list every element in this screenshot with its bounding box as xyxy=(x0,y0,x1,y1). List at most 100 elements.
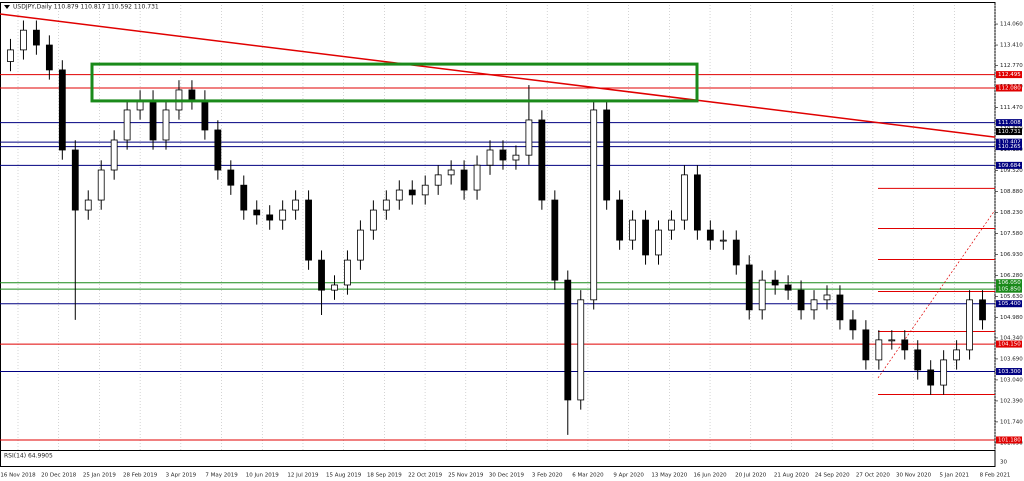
candle-body xyxy=(7,49,14,62)
level-label: 106.050 xyxy=(998,280,1021,286)
y-tick-label: 113.410 xyxy=(1000,43,1023,49)
x-tick-label: 16 Nov 2018 xyxy=(0,473,36,479)
x-tick-label: 24 Sep 2020 xyxy=(815,473,850,479)
candle-body xyxy=(201,99,209,131)
candle-body xyxy=(914,349,922,371)
candle-body xyxy=(162,109,170,141)
level-label: 112.495 xyxy=(998,72,1021,78)
candle-body xyxy=(110,139,118,171)
y-tick-label: 107.580 xyxy=(1000,231,1023,237)
rsi-label: RSI(14) 64.9905 xyxy=(4,453,53,460)
candle-body xyxy=(149,99,157,141)
candle-body xyxy=(732,239,740,266)
level-label-box xyxy=(996,436,1022,444)
candle-body xyxy=(836,294,844,321)
candle-body xyxy=(357,229,364,261)
x-tick-label: 13 May 2020 xyxy=(651,473,687,479)
y-tick-label: 106.280 xyxy=(1000,273,1023,279)
candle-body xyxy=(227,169,235,186)
level-label: 110.402 xyxy=(998,140,1021,146)
level-label: 112.080 xyxy=(998,85,1021,91)
candle-body xyxy=(927,369,935,386)
x-tick-label: 10 Jun 2019 xyxy=(246,473,280,479)
candle-body xyxy=(538,119,546,201)
x-tick-label: 25 Jan 2019 xyxy=(83,473,116,479)
candle-body xyxy=(331,284,338,291)
x-tick-label: 25 Nov 2019 xyxy=(448,473,484,479)
candle-body xyxy=(253,209,261,216)
level-label-box xyxy=(996,143,1022,151)
candle-body xyxy=(292,199,300,211)
y-tick-label: 106.930 xyxy=(1000,252,1023,258)
level-label-box xyxy=(996,119,1022,127)
candle-body xyxy=(71,149,79,211)
candle-body xyxy=(979,299,986,321)
level-label: 104.150 xyxy=(998,342,1021,348)
x-tick-label: 16 Jun 2020 xyxy=(693,473,727,479)
candle-body xyxy=(408,189,416,196)
candle-body xyxy=(214,129,222,171)
level-label-box xyxy=(996,300,1022,308)
candle-body xyxy=(421,184,429,196)
y-tick-label: 104.980 xyxy=(1000,315,1023,321)
candle-body xyxy=(629,219,636,241)
x-tick-label: 7 May 2019 xyxy=(205,473,238,479)
level-label-box xyxy=(996,71,1022,79)
candle-body xyxy=(473,164,481,191)
level-label: 105.850 xyxy=(998,287,1021,293)
y-tick-label: 114.060 xyxy=(1000,22,1023,28)
candle-body xyxy=(849,319,857,331)
y-tick-label: 112.770 xyxy=(1000,63,1023,69)
x-tick-label: 12 Jul 2019 xyxy=(287,473,319,479)
y-tick-label: 109.520 xyxy=(1000,168,1023,174)
y-tick-label: 101.740 xyxy=(1000,419,1023,425)
candle-body xyxy=(564,279,572,401)
candle-body xyxy=(382,199,390,211)
candle-body xyxy=(84,199,92,211)
level-label-box xyxy=(996,368,1022,376)
candle-body xyxy=(966,299,973,351)
candle-body xyxy=(953,349,960,361)
x-tick-label: 18 Sep 2019 xyxy=(367,473,402,479)
x-tick-label: 3 Apr 2019 xyxy=(166,473,197,479)
candle-body xyxy=(97,169,105,201)
trendline xyxy=(0,13,996,138)
candle-body xyxy=(369,209,377,231)
candle-body xyxy=(460,169,468,191)
candle-body xyxy=(590,109,598,301)
level-label-box xyxy=(996,340,1022,348)
candle-body xyxy=(33,29,40,46)
candle-body xyxy=(45,44,53,71)
level-label: 103.300 xyxy=(998,369,1021,375)
candle-body xyxy=(434,174,442,186)
x-tick-label: 21 Aug 2020 xyxy=(774,473,810,479)
x-tick-label: 30 Nov 2020 xyxy=(896,473,932,479)
y-tick-label: 111.470 xyxy=(1000,105,1023,111)
candle-body xyxy=(603,109,611,201)
y-tick-label: 103.040 xyxy=(1000,377,1023,383)
candle-body xyxy=(810,299,818,311)
candle-body xyxy=(395,189,403,201)
last-price-box xyxy=(996,128,1022,136)
candle-body xyxy=(279,209,287,221)
candle-body xyxy=(123,109,131,141)
rsi-level-label: 30 xyxy=(1000,460,1007,466)
candle-body xyxy=(784,284,792,291)
x-tick-label: 8 Feb 2021 xyxy=(980,473,1011,479)
candle-body xyxy=(344,259,351,286)
x-tick-label: 20 Dec 2018 xyxy=(41,473,77,479)
x-tick-label: 30 Dec 2019 xyxy=(489,473,525,479)
candle-body xyxy=(551,199,559,281)
candle-body xyxy=(240,184,248,211)
candle-body xyxy=(188,89,196,101)
candle-body xyxy=(486,149,494,166)
candle-body xyxy=(875,339,883,361)
candle-body xyxy=(305,199,312,261)
level-label-box xyxy=(996,84,1022,92)
y-tick-label: 104.340 xyxy=(1000,335,1023,341)
candle-body xyxy=(771,279,779,286)
level-label-box xyxy=(996,138,1022,146)
candle-body xyxy=(758,279,766,311)
